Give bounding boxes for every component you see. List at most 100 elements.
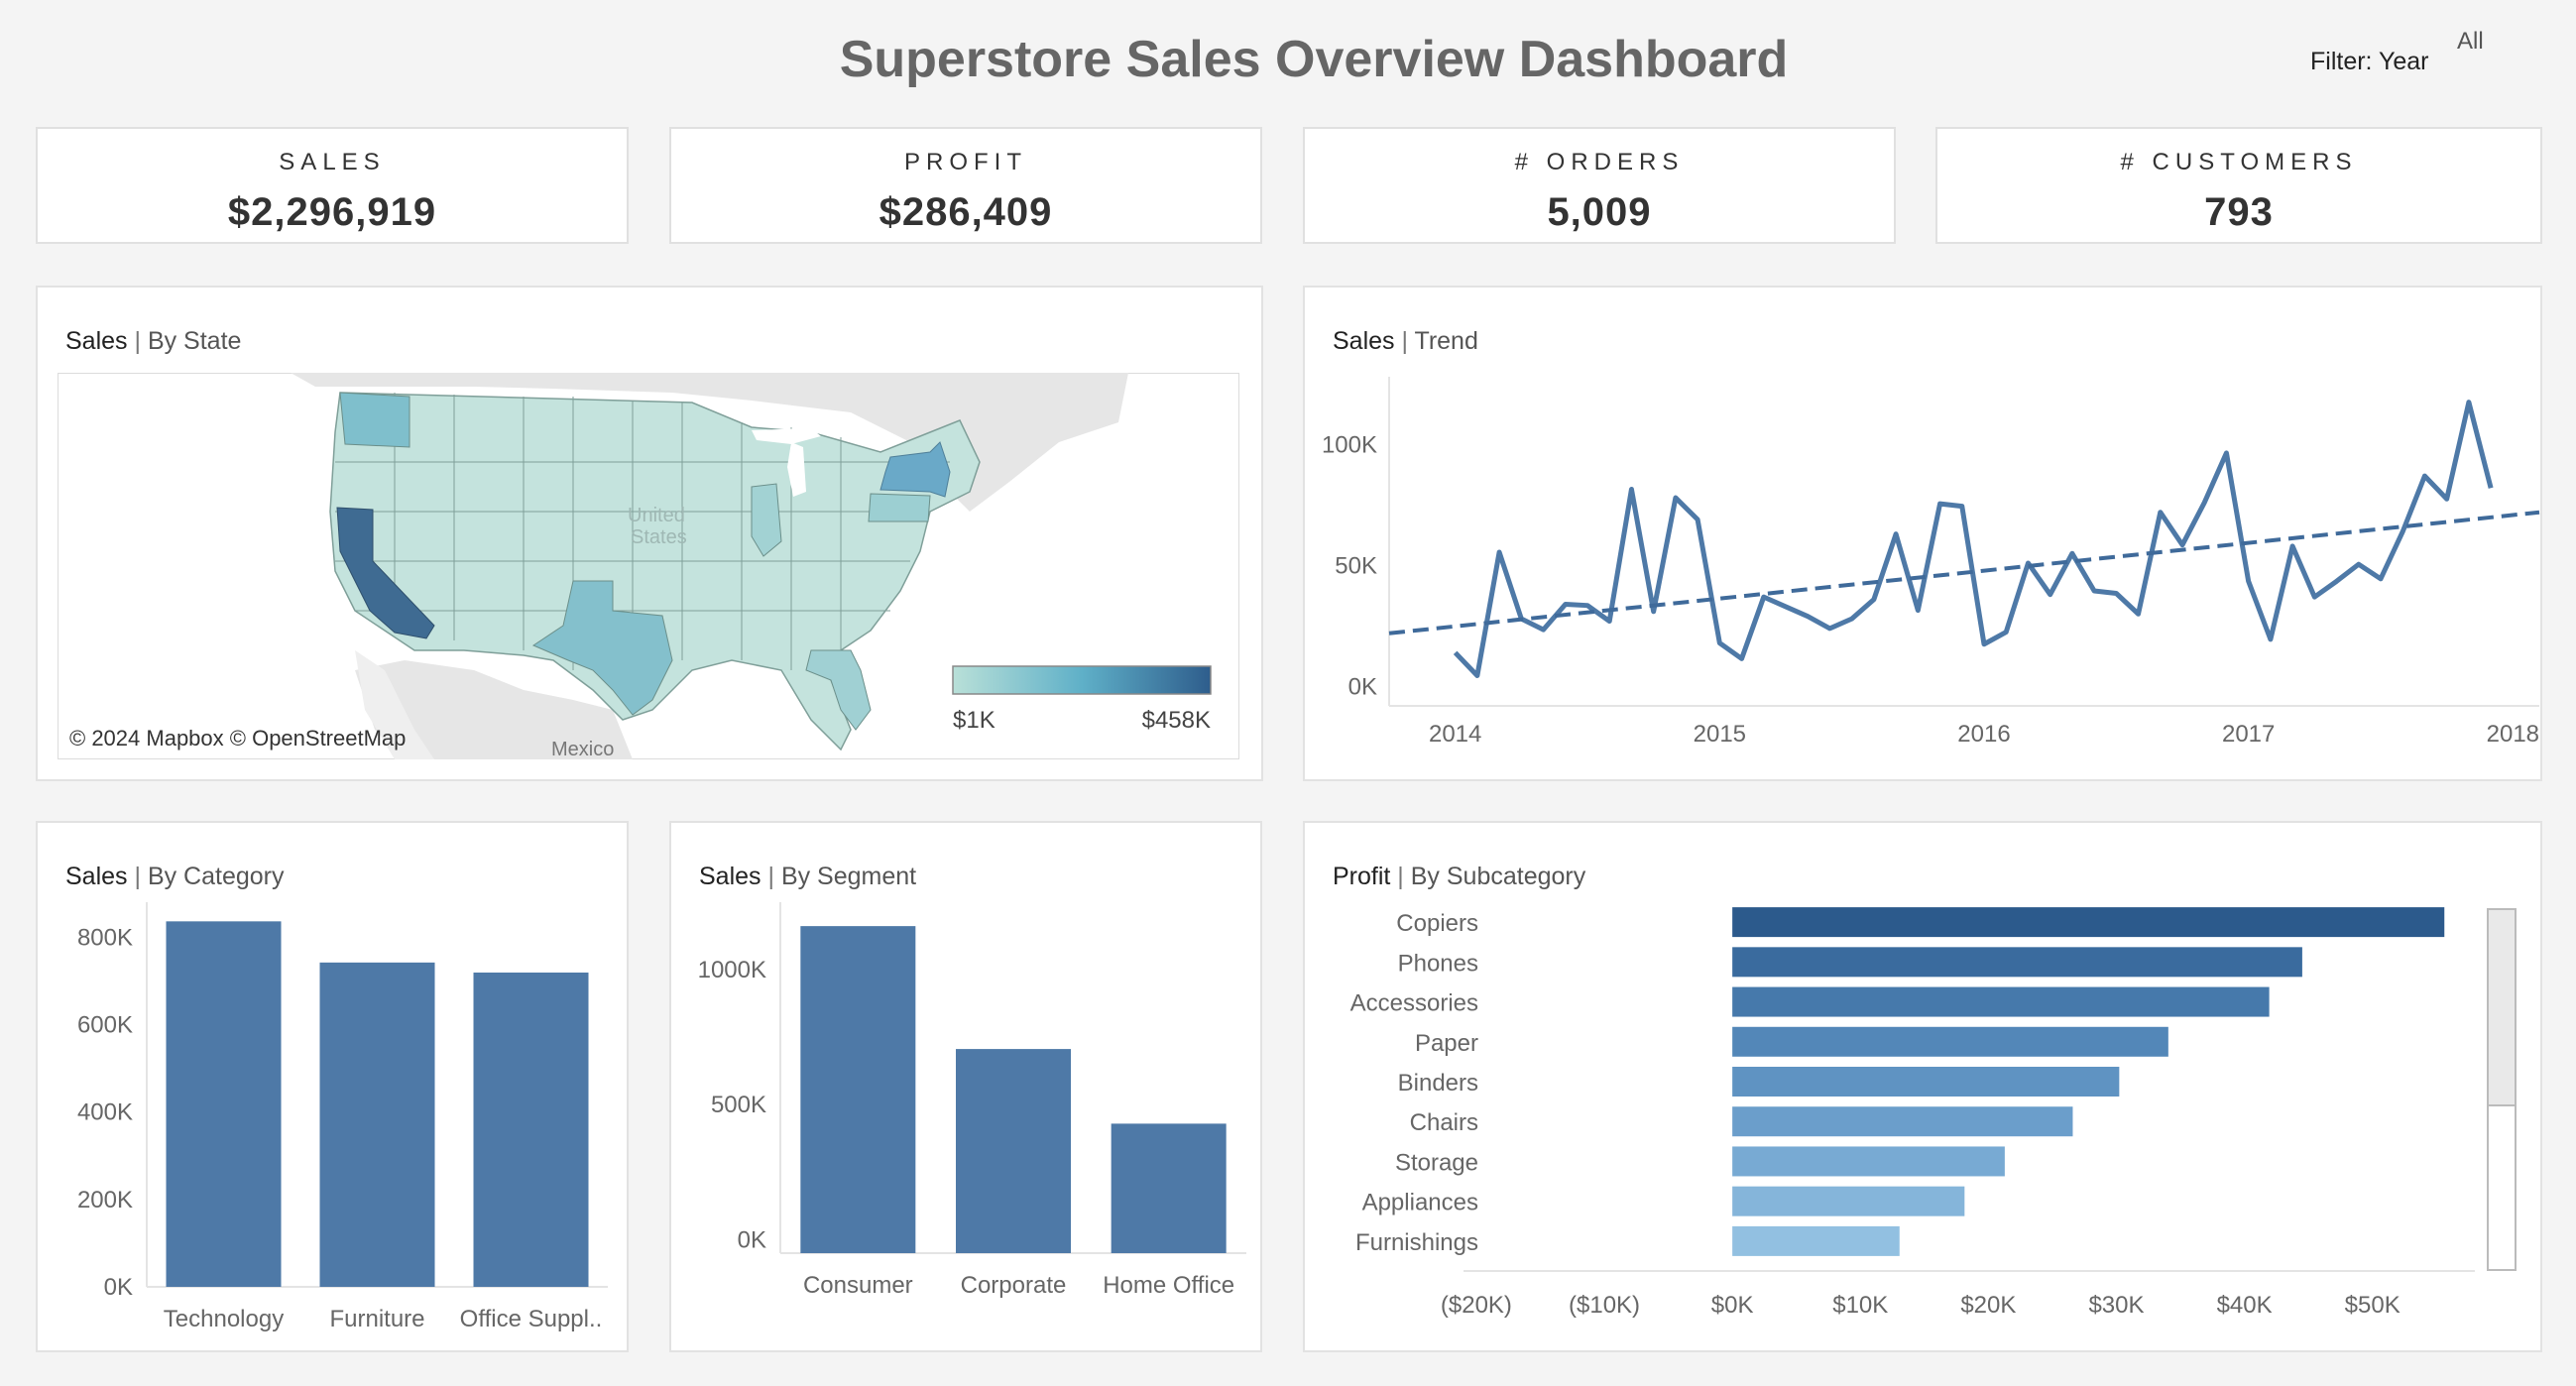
legend-max-label: $458K (1142, 707, 1211, 734)
sales-by-category-panel: Sales | By Category 0K 200K 400K 600K 800K Te… (36, 821, 629, 1352)
bar-home-office (1111, 1123, 1227, 1253)
united-states-label: States (631, 526, 687, 548)
panel-title-main: Sales (699, 863, 761, 890)
sales-by-category-chart[interactable]: 0K 200K 400K 600K 800K Technology Furniture Off… (38, 823, 627, 1350)
x-tick-label: $20K (1960, 1292, 2016, 1319)
state-texas[interactable] (531, 580, 673, 716)
y-tick-label: Appliances (1362, 1190, 1478, 1216)
panel-title-main: Sales (65, 327, 128, 355)
bar-storage (1732, 1146, 2005, 1177)
x-tick-label: $0K (1711, 1292, 1754, 1319)
kpi-label: # CUSTOMERS (2120, 149, 2358, 175)
bar-furnishings (1732, 1225, 1900, 1256)
y-tick-label: 400K (77, 1099, 133, 1126)
panel-title: Sales | By Segment (699, 863, 916, 891)
panel-title-separator: | (127, 863, 148, 890)
x-tick-label: Office Suppl.. (460, 1306, 603, 1332)
y-tick-label: Furnishings (1355, 1229, 1478, 1256)
y-tick-label: 0K (1348, 673, 1377, 700)
bar-binders (1732, 1067, 2120, 1097)
kpi-card-orders: # ORDERS 5,009 (1303, 127, 1896, 244)
mexico-label: Mexico (551, 739, 614, 759)
panel-title-sub: By State (147, 327, 242, 355)
kpi-value: $2,296,919 (227, 190, 437, 234)
bar-technology (166, 921, 282, 1287)
y-tick-label: Phones (1398, 950, 1478, 977)
y-tick-label: 50K (1335, 552, 1377, 579)
x-tick-label: 2017 (2222, 721, 2275, 748)
bar-office-suppl- (473, 972, 589, 1287)
kpi-label: SALES (279, 149, 386, 175)
panel-title-main: Sales (65, 863, 128, 890)
panel-title-separator: | (761, 863, 781, 890)
x-tick-label: $10K (1832, 1292, 1888, 1319)
profit-by-subcategory-chart[interactable]: ($20K) ($10K) $0K $10K $20K $30K $40K $50K Copie… (1305, 823, 2540, 1350)
y-tick-label: Storage (1395, 1149, 1478, 1176)
dashboard-title: Superstore Sales Overview Dashboard (839, 31, 1789, 88)
year-filter-dropdown[interactable]: All (2457, 28, 2484, 55)
x-tick-label: Corporate (961, 1272, 1067, 1299)
trend-line (1388, 510, 2540, 635)
kpi-value: 793 (2204, 190, 2274, 234)
kpi-label: PROFIT (904, 149, 1027, 175)
panel-title-sub: By Segment (780, 863, 917, 890)
panel-title-sub: By Subcategory (1410, 863, 1586, 890)
scrollbar-thumb[interactable] (2489, 910, 2515, 1106)
mexico-land (355, 660, 633, 759)
great-lake-superior (752, 428, 821, 444)
x-tick-label: $40K (2217, 1292, 2273, 1319)
y-tick-label: 100K (1322, 431, 1377, 458)
panel-title-separator: | (127, 327, 148, 355)
map-attribution: © 2024 Mapbox © OpenStreetMap (69, 726, 406, 751)
bar-chairs (1732, 1106, 2073, 1137)
state-new-york[interactable] (879, 441, 951, 498)
profit-by-subcategory-panel: Profit | By Subcategory ($20K) ($10K) $0K $… (1303, 821, 2542, 1352)
x-tick-label: Furniture (329, 1306, 424, 1332)
sales-trend-panel: Sales | Trend 0K 50K 100K 2014 2015 2016 2017 2… (1303, 286, 2542, 781)
x-tick-label: Consumer (803, 1272, 913, 1299)
sales-trend-chart[interactable]: 0K 50K 100K 2014 2015 2016 2017 2018 (1305, 288, 2540, 779)
panel-title-separator: | (1394, 327, 1415, 355)
sales-by-segment-chart[interactable]: 0K 500K 1000K Consumer Corporate Home Office (671, 823, 1260, 1350)
state-california[interactable] (336, 507, 435, 639)
panel-title: Sales | By State (65, 327, 241, 356)
color-legend-bar (952, 665, 1212, 695)
kpi-card-sales: SALES $2,296,919 (36, 127, 629, 244)
y-tick-label: 200K (77, 1187, 133, 1213)
y-tick-label: Chairs (1410, 1109, 1478, 1136)
x-tick-label: 2018 (2487, 721, 2539, 748)
kpi-label: # ORDERS (1514, 149, 1685, 175)
kpi-value: $286,409 (878, 190, 1053, 234)
sales-by-state-panel: Sales | By State (36, 286, 1263, 781)
x-tick-label: $50K (2345, 1292, 2400, 1319)
panel-title-separator: | (1390, 863, 1411, 890)
y-tick-label: 0K (104, 1274, 133, 1301)
panel-title-sub: Trend (1414, 327, 1478, 355)
y-tick-label: Copiers (1396, 910, 1478, 937)
x-tick-label: 2015 (1694, 721, 1746, 748)
state-pennsylvania[interactable] (868, 493, 931, 522)
vertical-scrollbar[interactable] (2487, 908, 2517, 1271)
x-tick-label: Technology (164, 1306, 284, 1332)
united-states-label: United (628, 505, 685, 526)
great-lake-michigan (787, 442, 806, 497)
state-florida[interactable] (805, 649, 872, 731)
panel-title-main: Profit (1333, 863, 1391, 890)
y-tick-label: Paper (1415, 1030, 1478, 1057)
x-tick-label: ($20K) (1441, 1292, 1512, 1319)
x-tick-label: $30K (2088, 1292, 2144, 1319)
y-tick-label: 0K (738, 1226, 766, 1253)
y-tick-label: 500K (711, 1092, 766, 1118)
sales-series-line (1453, 400, 2494, 678)
bar-phones (1732, 947, 2302, 978)
x-tick-label: 2016 (1957, 721, 2010, 748)
panel-title: Sales | Trend (1333, 327, 1478, 356)
x-tick-label: ($10K) (1569, 1292, 1640, 1319)
y-tick-label: Binders (1398, 1070, 1478, 1097)
sales-by-state-map[interactable]: United States Mexico © 2024 Mapbox © Ope… (58, 373, 1239, 759)
x-tick-label: 2014 (1429, 721, 1481, 748)
state-washington[interactable] (339, 392, 410, 448)
sales-by-segment-panel: Sales | By Segment 0K 500K 1000K Consumer Co… (669, 821, 1262, 1352)
bar-appliances (1732, 1186, 1965, 1216)
state-illinois[interactable] (751, 483, 782, 557)
